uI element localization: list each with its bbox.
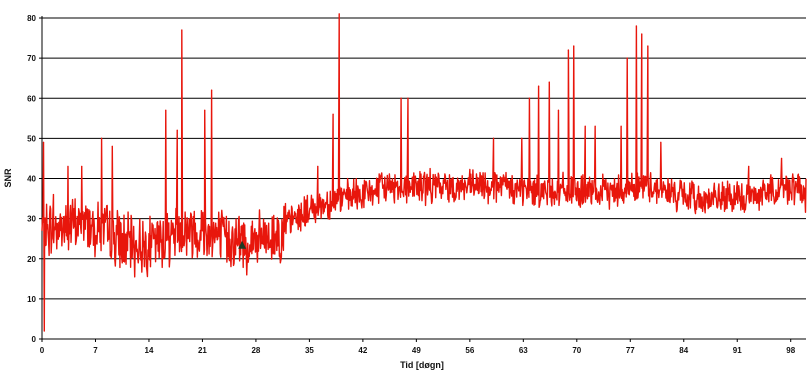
y-tick-label: 40	[27, 175, 36, 184]
y-tick-label: 50	[27, 134, 36, 143]
y-tick-label: 10	[27, 295, 36, 304]
snr-spike-point	[211, 89, 213, 91]
triangle-marker	[238, 240, 247, 249]
x-axis-title: Tid [døgn]	[400, 360, 444, 370]
snr-spike-point	[181, 29, 183, 31]
snr-spike-point	[660, 141, 662, 143]
y-tick-label: 80	[27, 14, 36, 23]
snr-spike-point	[748, 165, 750, 168]
snr-spike-point	[81, 165, 83, 168]
snr-spike-point	[548, 81, 550, 83]
snr-spike-point	[338, 13, 340, 15]
y-tick-label: 30	[27, 215, 36, 224]
snr-spike-point	[67, 165, 69, 168]
snr-spike-point	[52, 193, 55, 196]
snr-series-line	[41, 13, 807, 332]
x-tick-label: 21	[198, 346, 207, 355]
y-axis-title: SNR	[3, 168, 13, 188]
snr-spike-point	[538, 85, 540, 87]
snr-spike-point	[567, 49, 569, 51]
series-layer	[41, 13, 807, 332]
snr-spike-point	[43, 330, 45, 332]
snr-spike-point	[111, 145, 113, 147]
gridlines	[42, 17, 806, 300]
snr-spike-point	[594, 125, 596, 127]
snr-spike-point	[584, 125, 586, 127]
x-tick-label: 49	[412, 346, 421, 355]
x-tick-label: 70	[572, 346, 581, 355]
x-tick-label: 42	[358, 346, 367, 355]
snr-spike-point	[641, 33, 643, 35]
y-tick-label: 60	[27, 94, 36, 103]
x-tick-label: 35	[305, 346, 314, 355]
snr-spike-point	[204, 109, 206, 111]
snr-spike-point	[165, 109, 167, 111]
marker-layer	[238, 240, 247, 249]
x-tick-label: 63	[519, 346, 528, 355]
x-tick-label: 56	[465, 346, 474, 355]
x-tick-label: 14	[145, 346, 154, 355]
snr-spike-point	[317, 165, 319, 168]
axes	[39, 16, 806, 342]
snr-spike-point	[121, 262, 123, 264]
y-tick-label: 20	[27, 255, 36, 264]
snr-spike-point	[620, 125, 622, 127]
snr-spike-point	[492, 137, 495, 139]
snr-spike-point	[407, 97, 409, 99]
snr-spike-point	[780, 157, 783, 160]
y-tick-label: 70	[27, 54, 36, 63]
snr-spike-point	[557, 109, 560, 111]
x-tick-label: 0	[40, 346, 45, 355]
snr-spike-point	[573, 45, 575, 47]
x-tick-label: 77	[626, 346, 635, 355]
x-tick-label: 91	[733, 346, 742, 355]
y-tick-label: 0	[32, 335, 37, 344]
x-tick-label: 98	[786, 346, 795, 355]
snr-spike-point	[528, 97, 531, 99]
snr-spike-point	[279, 262, 281, 264]
tick-labels: 0 10 20 30 40 50 60 70 80 0 7 14 21 28 35 42 49 56 63 70 77 8…	[27, 14, 796, 355]
snr-spike-point	[332, 113, 334, 115]
snr-spike-point	[100, 137, 103, 139]
x-tick-label: 28	[251, 346, 260, 355]
snr-spike-point	[647, 45, 649, 47]
snr-spike-point	[626, 57, 628, 59]
snr-spike-point	[42, 141, 45, 143]
snr-spike-point	[400, 97, 402, 99]
snr-spike-point	[521, 137, 523, 139]
x-tick-label: 7	[93, 346, 98, 355]
snr-spike-point	[176, 129, 178, 131]
x-tick-label: 84	[679, 346, 688, 355]
snr-spike-point	[246, 274, 248, 276]
snr-spike-point	[635, 25, 637, 27]
